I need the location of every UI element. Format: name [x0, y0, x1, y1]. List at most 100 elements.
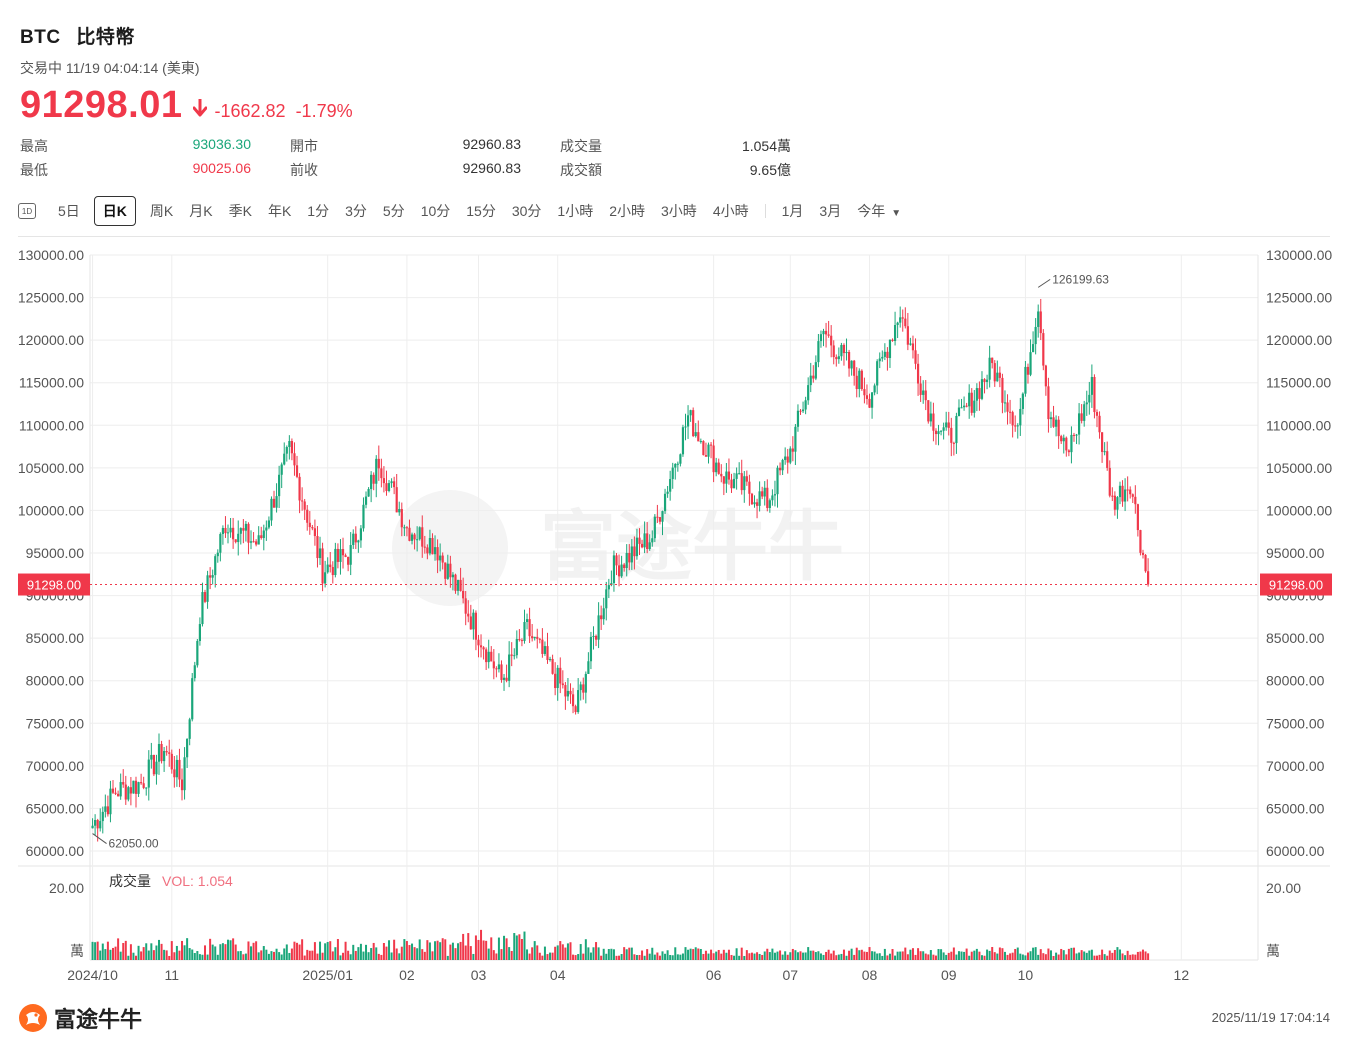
- volume-bar: [684, 947, 687, 960]
- candle-body: [643, 533, 646, 548]
- volume-bar: [564, 947, 567, 960]
- candle-body: [968, 392, 971, 407]
- volume-bar: [480, 929, 483, 960]
- volume-bar: [725, 952, 728, 960]
- calendar-1d-icon[interactable]: 1D: [18, 203, 36, 219]
- volume-bar: [497, 937, 500, 960]
- candle-body: [513, 655, 516, 657]
- tab-1min[interactable]: 1分: [307, 203, 330, 219]
- volume-bar: [1136, 951, 1139, 960]
- volume-bar: [551, 952, 554, 960]
- tab-quarterly[interactable]: 季K: [228, 203, 252, 219]
- volume-bar: [124, 940, 127, 960]
- volume-bar: [1101, 949, 1104, 960]
- tab-1hour[interactable]: 1小時: [557, 203, 594, 219]
- candle-body: [876, 361, 879, 386]
- candle-body: [909, 343, 912, 345]
- candle-body: [893, 325, 897, 341]
- candle-body: [911, 343, 915, 351]
- candle-body: [784, 456, 787, 460]
- candle-body: [303, 501, 306, 510]
- tab-3min[interactable]: 3分: [345, 203, 367, 219]
- volume-bar: [1113, 949, 1116, 960]
- candle-body: [1031, 344, 1035, 353]
- volume-bar: [239, 950, 242, 960]
- candle-body: [676, 463, 679, 465]
- volume-bar: [385, 946, 388, 960]
- candle-body: [354, 533, 357, 543]
- volume-bar: [303, 955, 306, 960]
- volume-bar: [339, 955, 342, 960]
- candle-body: [505, 677, 508, 681]
- volume-bar: [377, 953, 380, 960]
- tab-ytd[interactable]: 今年 ▼: [849, 197, 909, 225]
- tab-weekly[interactable]: 周K: [149, 203, 174, 219]
- candle-body: [408, 527, 411, 541]
- tab-4hour[interactable]: 4小時: [712, 203, 749, 219]
- volume-bar: [612, 949, 615, 960]
- volume-bar: [579, 944, 582, 960]
- volume-bar: [439, 942, 442, 960]
- candle-body: [666, 491, 669, 494]
- tab-15min[interactable]: 15分: [466, 203, 496, 219]
- candle-body: [541, 639, 544, 654]
- candle-body: [104, 806, 107, 812]
- volume-bar: [117, 938, 120, 960]
- candle-body: [950, 427, 953, 443]
- x-axis: 2024/10 11 2025/01 02 03 04 06 07 08 09 10 12: [67, 967, 1189, 983]
- candle-body: [699, 441, 702, 443]
- candle-body: [203, 592, 207, 602]
- candle-body: [1098, 415, 1101, 433]
- tab-1month[interactable]: 1月: [781, 203, 804, 219]
- tab-3hour[interactable]: 3小時: [661, 203, 697, 219]
- candle-body: [114, 792, 117, 794]
- candle-body: [566, 690, 570, 697]
- candle-body: [520, 640, 524, 642]
- candle-body: [850, 360, 853, 369]
- candle-body: [1062, 437, 1065, 442]
- tab-30min[interactable]: 30分: [511, 203, 542, 219]
- volume-bar: [712, 953, 715, 960]
- candle-body: [495, 668, 498, 670]
- candle-body: [479, 645, 483, 648]
- price-chart[interactable]: 富途牛牛 130000.00 125000.00 120000.00 115000.0…: [0, 238, 1350, 998]
- volume-bar: [850, 948, 853, 960]
- high-label: 最高: [20, 138, 48, 154]
- volume-bar: [715, 951, 718, 960]
- tab-yearly[interactable]: 年K: [267, 203, 292, 219]
- y-tick-label: 65000.00: [1266, 800, 1325, 816]
- volume-bar: [993, 952, 996, 960]
- candle-body: [449, 563, 452, 578]
- volume-bar: [163, 949, 166, 960]
- volume-bar: [477, 939, 480, 960]
- candle-body: [1121, 485, 1124, 502]
- volume-bar: [106, 941, 109, 960]
- candle-body: [155, 761, 158, 775]
- tab-3month[interactable]: 3月: [819, 203, 842, 219]
- tab-daily[interactable]: 日K: [93, 196, 136, 226]
- volume-bar: [988, 950, 991, 960]
- tab-10min[interactable]: 10分: [420, 203, 451, 219]
- candle-body: [347, 556, 350, 565]
- candle-body: [817, 341, 820, 363]
- candle-body: [267, 520, 271, 528]
- volume-bar: [398, 953, 401, 960]
- price-change-pct: -1.79%: [295, 101, 353, 121]
- tab-2hour[interactable]: 2小時: [609, 203, 646, 219]
- tab-monthly[interactable]: 月K: [189, 203, 213, 219]
- candle-body: [824, 330, 828, 335]
- candle-body: [975, 388, 978, 401]
- volume-bar: [467, 933, 470, 960]
- candle-body: [395, 487, 398, 513]
- tab-5min[interactable]: 5分: [382, 203, 405, 219]
- volume-bar: [216, 954, 219, 960]
- volume-bar: [434, 941, 437, 960]
- volume-bar: [699, 948, 702, 960]
- volume-bar: [183, 945, 186, 960]
- tab-5d[interactable]: 5日: [58, 203, 80, 219]
- volume-bar: [807, 947, 810, 960]
- candle-body: [646, 533, 649, 549]
- candle-body: [934, 430, 938, 435]
- volume-bar: [934, 955, 937, 960]
- volume-bar: [681, 953, 684, 960]
